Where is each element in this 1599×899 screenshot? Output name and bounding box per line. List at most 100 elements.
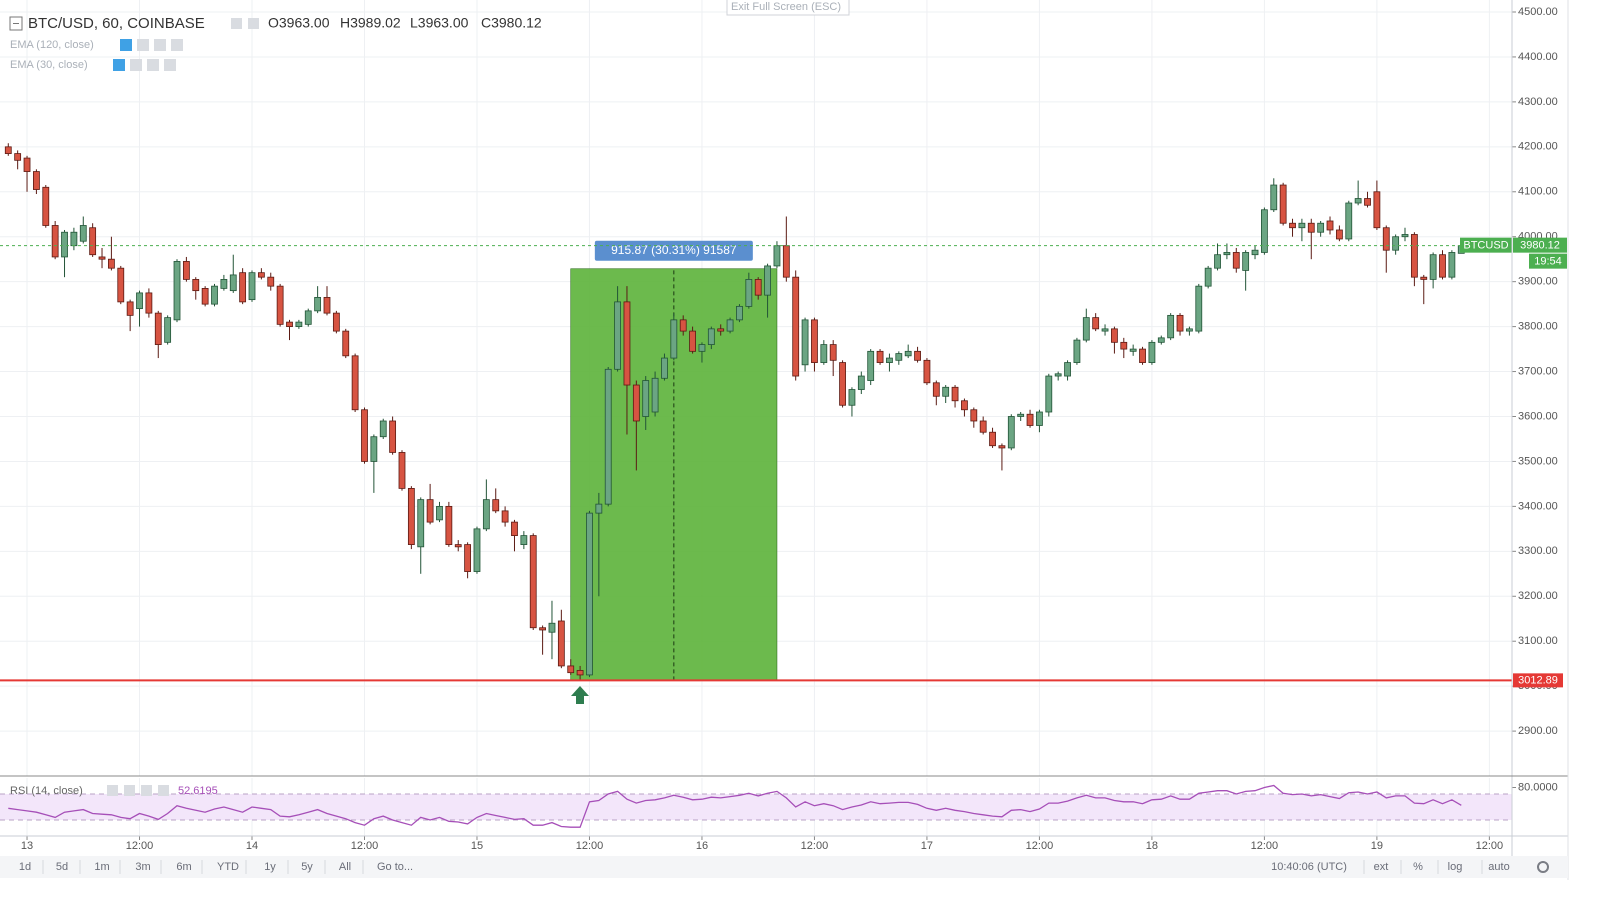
candle-body: [670, 319, 678, 359]
exit-fullscreen-text[interactable]: Exit Full Screen (ESC): [731, 1, 841, 13]
x-tick-label: 17: [921, 840, 933, 852]
candle-body: [1448, 252, 1456, 278]
measure-label-box: [594, 240, 753, 261]
y-tick-label: 3600.00: [1518, 410, 1558, 422]
candle-body: [1242, 252, 1250, 271]
candle-body: [454, 544, 462, 548]
candle-body: [257, 272, 265, 278]
candle-body: [1120, 341, 1128, 350]
rsi-more-icon[interactable]: [141, 785, 152, 796]
candle-body: [379, 420, 387, 438]
candle-body: [361, 409, 368, 462]
candle-body: [1307, 222, 1315, 233]
option-button[interactable]: ext: [1374, 861, 1389, 873]
candle-body: [689, 330, 696, 352]
candle-body: [314, 296, 322, 312]
hide-icon[interactable]: [248, 18, 259, 29]
indicator-remove-icon[interactable]: [171, 39, 183, 51]
settings-gear[interactable]: [1537, 861, 1549, 873]
candle-body: [220, 279, 228, 289]
rsi-settings-icon[interactable]: [124, 785, 135, 796]
candle-body: [520, 535, 528, 545]
indicator-settings-icon[interactable]: [130, 59, 142, 71]
y-tick-label: 3900.00: [1518, 276, 1558, 288]
candle-body: [1289, 222, 1296, 229]
candle-body: [370, 436, 378, 462]
candle-body: [1176, 314, 1184, 332]
candle-body: [79, 225, 87, 242]
indicator-more-icon[interactable]: [154, 39, 166, 51]
settings-icon[interactable]: [231, 18, 242, 29]
indicator-settings-icon[interactable]: [137, 39, 149, 51]
candle-body: [323, 296, 331, 314]
range-button[interactable]: 6m: [176, 861, 191, 873]
candle-body: [867, 350, 875, 381]
ohlc-close: C3980.12: [481, 15, 542, 31]
rsi-eye-icon[interactable]: [107, 785, 118, 796]
candle-body: [286, 321, 293, 328]
candle-body: [1139, 348, 1146, 363]
indicator-remove-icon[interactable]: [164, 59, 176, 71]
candle-body: [98, 256, 106, 260]
option-button[interactable]: %: [1413, 861, 1423, 873]
range-button[interactable]: 5y: [301, 861, 313, 873]
range-button[interactable]: 1d: [19, 861, 31, 873]
candle-body: [511, 521, 518, 536]
rsi-remove-icon[interactable]: [158, 785, 169, 796]
range-button[interactable]: 1m: [94, 861, 109, 873]
range-button[interactable]: 5d: [56, 861, 68, 873]
candle-body: [248, 272, 256, 301]
candle-body: [267, 276, 275, 287]
candle-body: [876, 350, 884, 363]
candle-body: [642, 380, 650, 417]
candle-body: [979, 420, 987, 433]
candle-body: [1092, 317, 1100, 330]
rsi-line: [8, 784, 1462, 828]
candle-body: [782, 245, 790, 278]
candle-body: [1054, 373, 1062, 377]
candle-body: [1017, 413, 1025, 417]
option-button[interactable]: auto: [1488, 861, 1509, 873]
candle-body: [304, 310, 312, 325]
low-tag: [1513, 673, 1563, 688]
range-button[interactable]: All: [339, 861, 351, 873]
candle-body: [754, 279, 762, 296]
candle-body: [1186, 328, 1193, 332]
range-button[interactable]: YTD: [217, 861, 239, 873]
candle-body: [1279, 184, 1287, 224]
y-tick-label: 3300.00: [1518, 545, 1558, 557]
ohlc-low: L3963.00: [410, 15, 469, 31]
indicator-eye-icon[interactable]: [120, 39, 132, 51]
candle-body: [1439, 254, 1446, 278]
indicator-eye-icon[interactable]: [113, 59, 125, 71]
candle-body: [857, 375, 865, 390]
candle-body: [895, 353, 903, 361]
range-button[interactable]: 1y: [264, 861, 276, 873]
candle-body: [529, 535, 537, 629]
candle-body: [792, 276, 800, 377]
candle-body: [426, 499, 434, 523]
range-button[interactable]: 3m: [135, 861, 150, 873]
candle-body: [1195, 285, 1203, 332]
option-button[interactable]: log: [1448, 861, 1463, 873]
y-tick-label: 4500.00: [1518, 6, 1558, 18]
candle-body: [1345, 202, 1353, 240]
goto-button[interactable]: Go to...: [377, 861, 413, 873]
candle-body: [107, 258, 115, 269]
y-tick-label: 4100.00: [1518, 186, 1558, 198]
candle-body: [398, 452, 406, 489]
indicator-more-icon[interactable]: [147, 59, 159, 71]
candle-body: [1073, 339, 1081, 363]
candle-body: [211, 285, 218, 305]
x-tick-label: 13: [21, 840, 33, 852]
candle-body: [1251, 249, 1259, 256]
candle-body: [548, 622, 556, 633]
candle-body: [970, 409, 978, 422]
candle-body: [745, 279, 753, 307]
candle-body: [1429, 254, 1437, 280]
candle-body: [1261, 209, 1268, 253]
candle-body: [164, 317, 172, 343]
collapse-icon[interactable]: [9, 16, 23, 31]
exit-fullscreen-button[interactable]: [726, 0, 850, 16]
